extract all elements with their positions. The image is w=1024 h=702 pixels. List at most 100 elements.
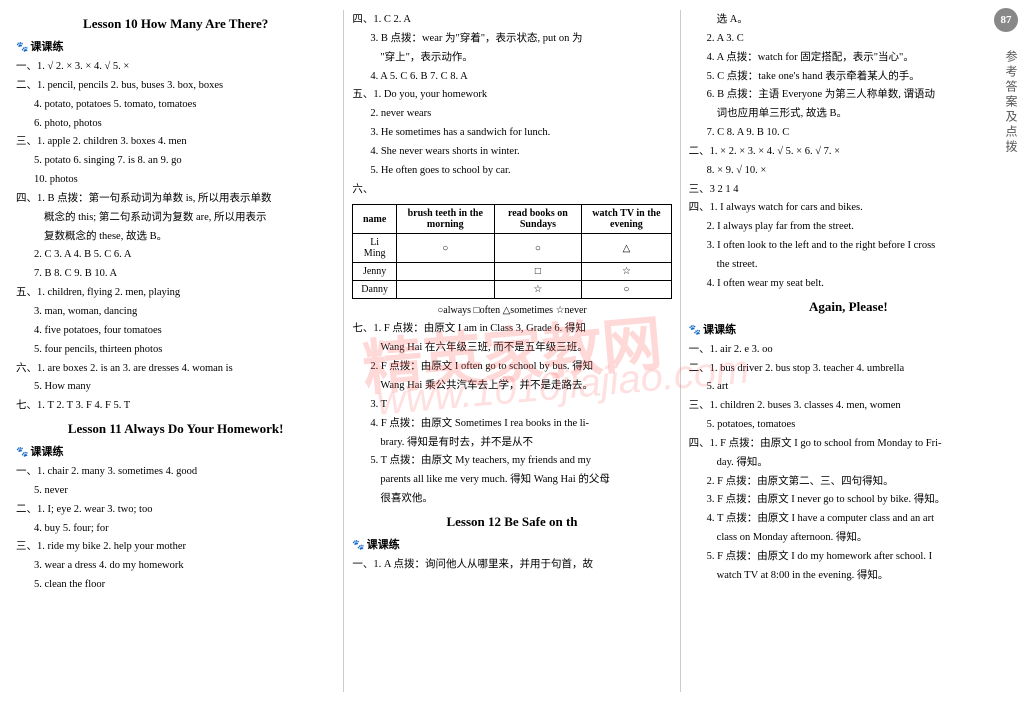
text-line: 5. How many <box>16 378 335 396</box>
table-row: Danny ☆ ○ <box>353 281 671 299</box>
table-header: read books on Sundays <box>494 205 582 234</box>
text-line: 2. F 点拨：由原文第二、三、四句得知。 <box>689 473 1008 491</box>
text-line: 2. I always play far from the street. <box>689 218 1008 236</box>
table-cell: Jenny <box>353 263 397 281</box>
section-kkl: 课课练 <box>16 443 335 459</box>
text-line: 七、1. T 2. T 3. F 4. F 5. T <box>16 397 335 415</box>
text-line: 一、1. air 2. e 3. oo <box>689 341 1008 359</box>
table-cell: ○ <box>396 234 494 263</box>
text-line: 8. × 9. √ 10. × <box>689 162 1008 180</box>
text-line: 5. clean the floor <box>16 576 335 594</box>
text-line: 4. A 5. C 6. B 7. C 8. A <box>352 68 671 86</box>
text-line: Wang Hai 乘公共汽车去上学，并不是走路去。 <box>352 377 671 395</box>
text-line: 3. man, woman, dancing <box>16 303 335 321</box>
text-line: 4. F 点拨：由原文 Sometimes I rea books in the… <box>352 415 671 433</box>
lesson-11-title: Lesson 11 Always Do Your Homework! <box>16 421 335 437</box>
text-line: 四、1. F 点拨：由原文 I go to school from Monday… <box>689 435 1008 453</box>
text-line: 5. C 点拨：take one's hand 表示牵着某人的手。 <box>689 68 1008 86</box>
text-line: 3. T <box>352 396 671 414</box>
activity-table: name brush teeth in the morning read boo… <box>352 204 671 299</box>
text-line: 7. C 8. A 9. B 10. C <box>689 124 1008 142</box>
column-2: 四、1. C 2. A 3. B 点拨：wear 为"穿着"，表示状态, put… <box>344 10 680 692</box>
text-line: 4. She never wears shorts in winter. <box>352 143 671 161</box>
text-line: 五、1. Do you, your homework <box>352 86 671 104</box>
table-cell <box>396 281 494 299</box>
table-cell <box>396 263 494 281</box>
text-line: 二、1. × 2. × 3. × 4. √ 5. × 6. √ 7. × <box>689 143 1008 161</box>
table-header-row: name brush teeth in the morning read boo… <box>353 205 671 234</box>
text-line: the street. <box>689 256 1008 274</box>
section-kkl: 课课练 <box>16 38 335 54</box>
text-line: 4. buy 5. four; for <box>16 520 335 538</box>
column-3: 选 A。 2. A 3. C 4. A 点拨：watch for 固定搭配，表示… <box>681 10 1016 692</box>
section-kkl: 课课练 <box>689 321 1008 337</box>
text-line: 四、1. C 2. A <box>352 11 671 29</box>
text-line: 七、1. F 点拨：由原文 I am in Class 3, Grade 6. … <box>352 320 671 338</box>
text-line: 一、1. √ 2. × 3. × 4. √ 5. × <box>16 58 335 76</box>
text-line: 3. F 点拨：由原文 I never go to school by bike… <box>689 491 1008 509</box>
text-line: 4. five potatoes, four tomatoes <box>16 322 335 340</box>
text-line: 2. never wears <box>352 105 671 123</box>
table-cell: ☆ <box>582 263 671 281</box>
text-line: 四、1. B 点拨：第一句系动词为单数 is, 所以用表示单数 <box>16 190 335 208</box>
lesson-12-title: Lesson 12 Be Safe on th <box>352 514 671 530</box>
text-line: 三、1. children 2. buses 3. classes 4. men… <box>689 397 1008 415</box>
text-line: 一、1. chair 2. many 3. sometimes 4. good <box>16 463 335 481</box>
text-line: 6. photo, photos <box>16 115 335 133</box>
table-header: watch TV in the evening <box>582 205 671 234</box>
text-line: 5. He often goes to school by car. <box>352 162 671 180</box>
text-line: 3. wear a dress 4. do my homework <box>16 557 335 575</box>
text-line: 7. B 8. C 9. B 10. A <box>16 265 335 283</box>
table-row: Jenny □ ☆ <box>353 263 671 281</box>
table-cell: △ <box>582 234 671 263</box>
text-line: 4. I often wear my seat belt. <box>689 275 1008 293</box>
text-line: 六、1. are boxes 2. is an 3. are dresses 4… <box>16 360 335 378</box>
section-kkl: 课课练 <box>352 536 671 552</box>
text-line: 选 A。 <box>689 11 1008 29</box>
table-cell: ○ <box>494 234 582 263</box>
text-line: 5. potatoes, tomatoes <box>689 416 1008 434</box>
text-line: 复数概念的 these, 故选 B。 <box>16 228 335 246</box>
table-cell: Danny <box>353 281 397 299</box>
text-line: 4. A 点拨：watch for 固定搭配，表示"当心"。 <box>689 49 1008 67</box>
text-line: 5. art <box>689 378 1008 396</box>
text-line: 四、1. I always watch for cars and bikes. <box>689 199 1008 217</box>
text-line: 三、1. ride my bike 2. help your mother <box>16 538 335 556</box>
column-1: Lesson 10 How Many Are There? 课课练 一、1. √… <box>8 10 344 692</box>
text-line: 2. C 3. A 4. B 5. C 6. A <box>16 246 335 264</box>
text-line: 2. A 3. C <box>689 30 1008 48</box>
text-line: 5. four pencils, thirteen photos <box>16 341 335 359</box>
text-line: "穿上"，表示动作。 <box>352 49 671 67</box>
table-legend: ○always □often △sometimes ☆never <box>352 305 671 316</box>
text-line: 五、1. children, flying 2. men, playing <box>16 284 335 302</box>
text-line: class on Monday afternoon. 得知。 <box>689 529 1008 547</box>
text-line: 三、1. apple 2. children 3. boxes 4. men <box>16 133 335 151</box>
text-line: 5. never <box>16 482 335 500</box>
text-line: Wang Hai 在六年级三班, 而不是五年级三班。 <box>352 339 671 357</box>
table-cell: Li Ming <box>353 234 397 263</box>
text-line: day. 得知。 <box>689 454 1008 472</box>
page-container: Lesson 10 How Many Are There? 课课练 一、1. √… <box>0 0 1024 702</box>
text-line: 三、3 2 1 4 <box>689 181 1008 199</box>
text-line: 3. B 点拨：wear 为"穿着"，表示状态, put on 为 <box>352 30 671 48</box>
text-line: 5. T 点拨：由原文 My teachers, my friends and … <box>352 452 671 470</box>
text-line: watch TV at 8:00 in the evening. 得知。 <box>689 567 1008 585</box>
text-line: 概念的 this; 第二句系动词为复数 are, 所以用表示 <box>16 209 335 227</box>
lesson-10-title: Lesson 10 How Many Are There? <box>16 16 335 32</box>
table-header: brush teeth in the morning <box>396 205 494 234</box>
table-cell: ○ <box>582 281 671 299</box>
text-line: 4. T 点拨：由原文 I have a computer class and … <box>689 510 1008 528</box>
again-please-title: Again, Please! <box>689 299 1008 315</box>
text-line: 一、1. A 点拨：询问他人从哪里来，并用于句首，故 <box>352 556 671 574</box>
text-line: 2. F 点拨：由原文 I often go to school by bus.… <box>352 358 671 376</box>
text-line: 二、1. bus driver 2. bus stop 3. teacher 4… <box>689 360 1008 378</box>
text-line: 六、 <box>352 181 671 199</box>
text-line: 3. I often look to the left and to the r… <box>689 237 1008 255</box>
text-line: 4. potato, potatoes 5. tomato, tomatoes <box>16 96 335 114</box>
table-cell: □ <box>494 263 582 281</box>
text-line: 5. potato 6. singing 7. is 8. an 9. go <box>16 152 335 170</box>
text-line: 5. F 点拨：由原文 I do my homework after schoo… <box>689 548 1008 566</box>
table-cell: ☆ <box>494 281 582 299</box>
page-number: 87 <box>994 8 1018 32</box>
text-line: 二、1. I; eye 2. wear 3. two; too <box>16 501 335 519</box>
